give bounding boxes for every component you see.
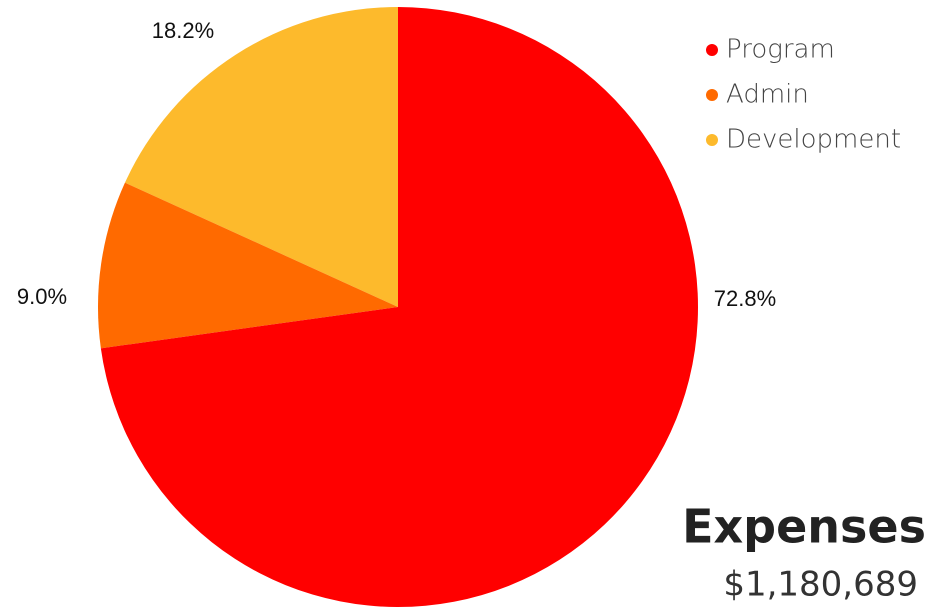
pie-slice: [98, 182, 399, 349]
data-label: 72.8%: [714, 286, 776, 311]
chart-subtitle: $1,180,689: [723, 565, 918, 605]
legend-label: Admin: [726, 80, 809, 110]
chart-title: Expenses: [682, 500, 926, 554]
legend-label: Development: [726, 125, 901, 155]
data-label: 9.0%: [17, 284, 67, 309]
data-label: 18.2%: [152, 18, 214, 43]
legend-marker: [706, 44, 718, 56]
legend-marker: [706, 89, 718, 101]
legend-marker: [706, 134, 718, 146]
legend-label: Program: [726, 35, 835, 65]
pie-slice: [124, 7, 399, 307]
pie-slice: [100, 7, 699, 607]
